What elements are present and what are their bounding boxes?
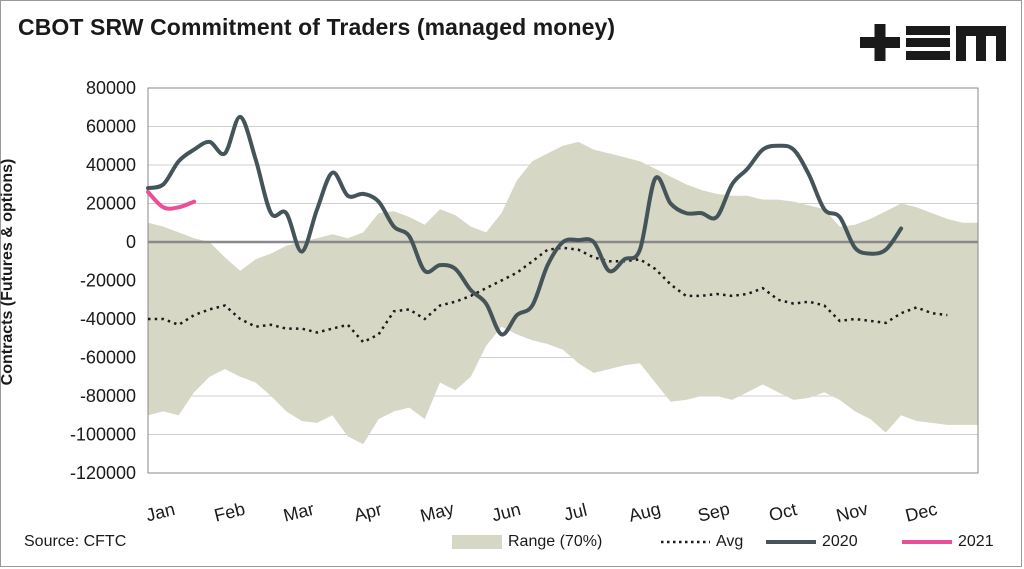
legend-label-2021: 2021 — [958, 533, 994, 550]
y-tick-label: -120000 — [70, 463, 136, 483]
x-tick-label: Nov — [834, 499, 870, 526]
x-tick-label: Oct — [767, 499, 799, 525]
x-tick-label: Dec — [903, 499, 939, 526]
legend-label-range: Range (70%) — [508, 533, 603, 550]
x-tick-label: Jul — [562, 500, 589, 525]
y-tick-label: -60000 — [80, 348, 136, 368]
legend-item-range: Range (70%) — [452, 530, 602, 554]
y-tick-label: 60000 — [86, 117, 136, 137]
plot-area-border — [147, 87, 979, 474]
x-tick-label: Apr — [352, 499, 384, 525]
x-tick-label: Jan — [144, 499, 177, 525]
range-band — [148, 141, 978, 445]
legend-label-avg: Avg — [716, 533, 744, 550]
x-tick-label: Feb — [212, 499, 247, 526]
y-tick-label: -80000 — [80, 386, 136, 406]
legend-item-avg: Avg — [660, 530, 743, 554]
legend-swatch-2021 — [902, 540, 952, 544]
legend-swatch-2020 — [766, 540, 816, 544]
x-tick-label: Jun — [490, 499, 523, 525]
y-tick-label: -20000 — [80, 271, 136, 291]
legend-swatch-avg — [661, 540, 710, 544]
chart-legend: Range (70%) Avg 2020 2021 — [0, 530, 1024, 554]
y-tick-label: 80000 — [86, 78, 136, 98]
y-tick-label: -40000 — [80, 309, 136, 329]
source-note: Source: CFTC — [24, 533, 127, 550]
legend-item-2021: 2021 — [902, 530, 994, 554]
legend-label-2020: 2020 — [822, 533, 858, 550]
chart-title: CBOT SRW Commitment of Traders (managed … — [18, 14, 616, 40]
x-tick-label: May — [418, 498, 456, 526]
series-2020-line — [146, 114, 904, 337]
y-tick-label: -100000 — [70, 425, 136, 445]
legend-swatch-range — [452, 535, 502, 549]
plus-equals-m-logo — [860, 24, 1010, 67]
y-tick-label: 40000 — [86, 155, 136, 175]
x-tick-label: Mar — [281, 499, 316, 526]
x-tick-label: Sep — [696, 499, 732, 526]
legend-item-2020: 2020 — [766, 530, 858, 554]
x-tick-label: Aug — [627, 499, 663, 526]
y-tick-label: 20000 — [86, 194, 136, 214]
series-2021-line — [146, 189, 197, 211]
y-tick-label: 0 — [126, 232, 136, 252]
